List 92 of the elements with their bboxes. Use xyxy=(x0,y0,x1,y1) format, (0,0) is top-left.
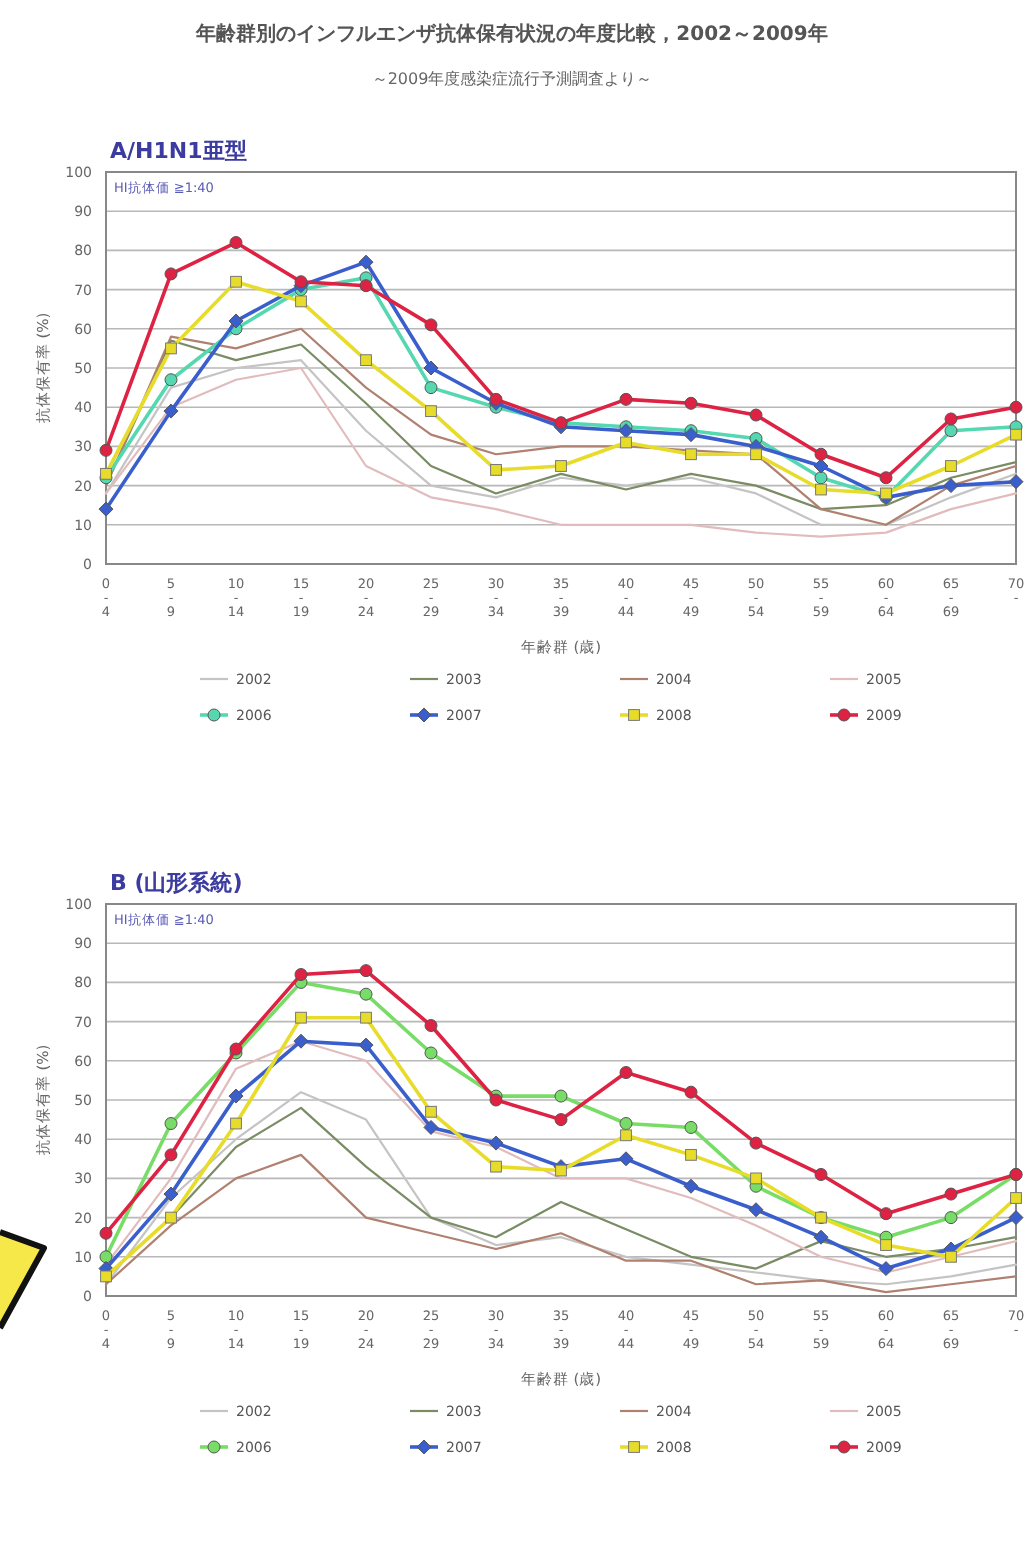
point xyxy=(295,295,307,308)
point xyxy=(163,1186,179,1202)
point xyxy=(163,403,179,419)
point xyxy=(294,968,308,982)
point xyxy=(229,236,243,250)
point xyxy=(1010,428,1022,441)
point xyxy=(815,483,827,496)
point xyxy=(164,373,178,387)
point xyxy=(750,448,762,461)
point xyxy=(490,464,502,476)
point xyxy=(748,1202,764,1218)
point xyxy=(944,424,958,438)
point xyxy=(944,412,958,426)
point xyxy=(945,1250,957,1263)
point xyxy=(683,427,699,443)
point xyxy=(1008,1210,1024,1226)
point xyxy=(488,1135,504,1151)
point xyxy=(165,342,177,355)
text: B (山形系統) xyxy=(110,870,243,896)
point xyxy=(423,1119,439,1135)
point xyxy=(750,1172,762,1185)
point xyxy=(99,443,113,457)
point xyxy=(295,1011,307,1024)
point xyxy=(878,1261,894,1277)
point xyxy=(425,405,437,418)
point xyxy=(98,501,114,517)
point xyxy=(879,1207,893,1221)
point xyxy=(359,279,373,293)
point xyxy=(619,1066,633,1080)
point xyxy=(814,471,828,485)
point xyxy=(943,478,959,494)
point xyxy=(1008,474,1024,490)
point xyxy=(618,1151,634,1167)
point xyxy=(100,1270,112,1283)
point xyxy=(165,1211,177,1224)
point xyxy=(554,1113,568,1127)
point xyxy=(618,423,634,439)
point xyxy=(100,467,112,480)
point xyxy=(228,1088,244,1104)
point xyxy=(360,1011,372,1024)
point xyxy=(424,318,438,332)
point xyxy=(554,1089,568,1103)
point xyxy=(620,1129,632,1142)
point xyxy=(230,1117,242,1130)
point xyxy=(944,1211,958,1225)
point xyxy=(684,396,698,410)
point xyxy=(423,360,439,376)
point xyxy=(424,381,438,395)
point xyxy=(358,1037,374,1053)
point xyxy=(685,448,697,461)
point xyxy=(619,1117,633,1131)
point xyxy=(555,1164,567,1177)
point xyxy=(424,1046,438,1060)
point xyxy=(489,392,503,406)
point xyxy=(685,1148,697,1161)
point xyxy=(749,1136,763,1150)
point xyxy=(424,1019,438,1033)
point xyxy=(749,408,763,422)
point xyxy=(1010,1192,1022,1204)
chart-title: 年齢群別のインフルエンザ抗体保有状況の年度比較，2002～2009年 xyxy=(194,22,828,46)
point xyxy=(879,471,893,485)
point xyxy=(619,392,633,406)
point xyxy=(359,964,373,978)
point xyxy=(360,354,372,367)
point xyxy=(359,987,373,1001)
point xyxy=(99,1226,113,1240)
point xyxy=(555,460,567,472)
point xyxy=(683,1178,699,1194)
text: A/H1N1亜型 xyxy=(110,138,247,164)
point xyxy=(813,458,829,474)
point xyxy=(880,1239,892,1251)
point xyxy=(684,1085,698,1099)
point xyxy=(99,1250,113,1264)
point xyxy=(945,460,957,472)
point xyxy=(294,275,308,289)
point xyxy=(164,1117,178,1131)
point xyxy=(230,275,242,288)
point xyxy=(814,1167,828,1181)
point xyxy=(164,1148,178,1162)
point xyxy=(814,447,828,461)
point xyxy=(490,1160,502,1173)
point xyxy=(228,313,244,329)
point xyxy=(944,1187,958,1201)
chart-subtitle: ～2009年度感染症流行予測調査より～ xyxy=(371,70,653,88)
point xyxy=(425,1105,437,1118)
point xyxy=(293,1033,309,1049)
point xyxy=(164,267,178,281)
point xyxy=(358,254,374,270)
point xyxy=(813,1229,829,1245)
point xyxy=(684,1120,698,1134)
point xyxy=(620,436,632,449)
point xyxy=(1009,400,1023,414)
